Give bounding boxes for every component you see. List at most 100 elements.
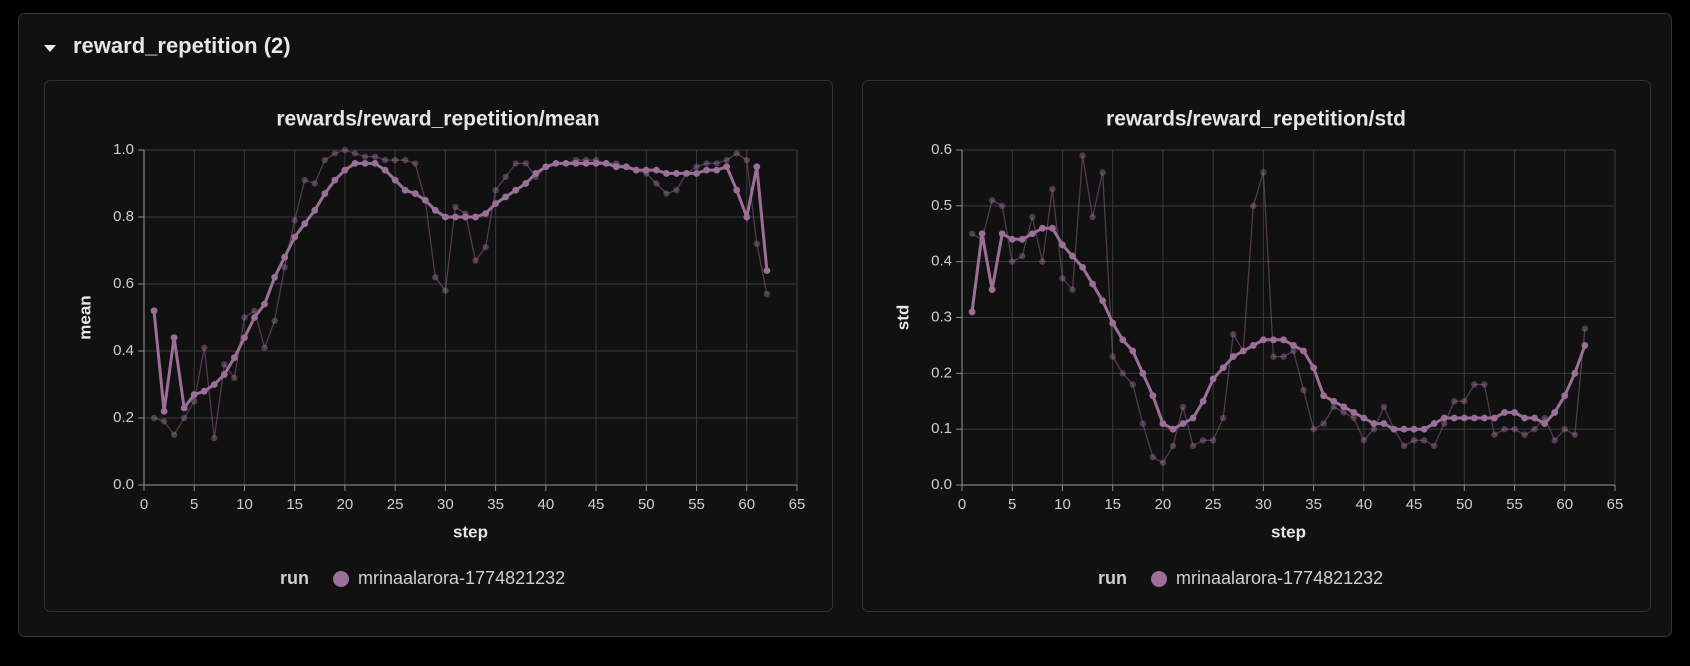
x-tick-label: 40 bbox=[1356, 496, 1373, 513]
smoothed-point bbox=[733, 186, 741, 194]
raw-point bbox=[211, 434, 218, 442]
raw-point bbox=[1451, 398, 1458, 405]
raw-point bbox=[1340, 409, 1347, 416]
smoothed-point bbox=[1149, 392, 1157, 400]
raw-point bbox=[301, 176, 308, 184]
x-tick-label: 55 bbox=[1506, 496, 1523, 513]
raw-point bbox=[753, 240, 761, 247]
smoothed-point bbox=[210, 381, 218, 388]
y-tick-label: 0.4 bbox=[113, 342, 134, 359]
smoothed-point bbox=[753, 163, 761, 171]
raw-point bbox=[361, 153, 369, 160]
raw-point bbox=[221, 361, 228, 368]
raw-line bbox=[971, 155, 1586, 464]
smoothed-point bbox=[1099, 297, 1107, 305]
smoothed-point bbox=[562, 160, 570, 167]
raw-point bbox=[1330, 403, 1337, 411]
raw-point bbox=[502, 173, 509, 180]
smoothed-point bbox=[462, 213, 469, 221]
x-tick-label: 20 bbox=[1155, 496, 1172, 513]
raw-point bbox=[331, 150, 339, 157]
raw-point bbox=[1119, 370, 1126, 377]
x-axis-label: step bbox=[1271, 522, 1306, 541]
smoothed-point bbox=[622, 163, 630, 171]
smoothed-point bbox=[441, 213, 449, 221]
smoothed-point bbox=[150, 307, 158, 315]
smoothed-point bbox=[1320, 392, 1328, 400]
raw-point bbox=[1441, 420, 1448, 427]
raw-point bbox=[1481, 381, 1488, 388]
smoothed-point bbox=[1079, 263, 1086, 271]
raw-point bbox=[703, 160, 710, 167]
smoothed-point bbox=[1541, 420, 1549, 427]
x-tick-label: 25 bbox=[387, 496, 404, 513]
raw-point bbox=[432, 274, 439, 281]
smoothed-point bbox=[291, 233, 299, 241]
raw-point bbox=[391, 156, 399, 164]
smoothed-point bbox=[1370, 420, 1378, 427]
raw-point bbox=[1019, 252, 1026, 260]
raw-point bbox=[1099, 169, 1106, 176]
x-tick-label: 50 bbox=[638, 496, 655, 513]
legend-label: mrinaalarora-1774821232 bbox=[1176, 568, 1383, 588]
raw-point bbox=[653, 180, 660, 187]
smoothed-point bbox=[1350, 409, 1358, 416]
smoothed-point bbox=[1018, 235, 1026, 243]
raw-point bbox=[1129, 381, 1136, 388]
smoothed-point bbox=[612, 163, 620, 171]
smoothed-point bbox=[978, 230, 986, 238]
raw-point bbox=[1551, 437, 1558, 444]
legend-swatch bbox=[333, 571, 349, 587]
smoothed-point bbox=[522, 180, 530, 187]
smoothed-point bbox=[1531, 414, 1539, 422]
x-tick-label: 60 bbox=[1556, 496, 1573, 513]
raw-point bbox=[693, 163, 700, 170]
x-tick-label: 65 bbox=[1607, 496, 1624, 513]
raw-point bbox=[1461, 398, 1468, 405]
raw-point bbox=[1029, 213, 1036, 221]
smoothed-point bbox=[552, 160, 560, 167]
raw-point bbox=[371, 153, 379, 160]
smoothed-point bbox=[331, 176, 339, 184]
smoothed-point bbox=[632, 166, 640, 174]
raw-point bbox=[1220, 414, 1227, 422]
raw-point bbox=[968, 230, 976, 237]
raw-point bbox=[472, 257, 479, 264]
smoothed-point bbox=[1259, 336, 1267, 344]
smoothed-point bbox=[1521, 414, 1528, 422]
x-tick-label: 55 bbox=[688, 496, 705, 513]
raw-point bbox=[1420, 437, 1428, 444]
raw-point bbox=[763, 290, 771, 298]
x-tick-label: 15 bbox=[286, 496, 303, 513]
smoothed-point bbox=[1119, 336, 1127, 344]
raw-point bbox=[231, 374, 238, 381]
smoothed-point bbox=[512, 186, 520, 194]
smoothed-point bbox=[1229, 353, 1237, 360]
smoothed-point bbox=[421, 196, 429, 204]
smoothed-point bbox=[1139, 369, 1147, 377]
x-tick-label: 50 bbox=[1456, 496, 1473, 513]
raw-point bbox=[321, 156, 329, 164]
smoothed-point bbox=[1450, 414, 1458, 422]
raw-point bbox=[1430, 442, 1438, 450]
smoothed-point bbox=[431, 206, 439, 214]
raw-point bbox=[1159, 459, 1167, 466]
x-tick-label: 65 bbox=[789, 496, 806, 513]
section-title[interactable]: reward_repetition (2) bbox=[73, 33, 291, 58]
smoothed-point bbox=[1330, 397, 1338, 405]
collapse-arrow[interactable] bbox=[44, 45, 56, 52]
raw-point bbox=[241, 314, 248, 321]
raw-point bbox=[150, 414, 158, 422]
chart-title: rewards/reward_repetition/std bbox=[1106, 108, 1406, 131]
raw-point bbox=[1571, 431, 1579, 438]
raw-point bbox=[1089, 213, 1096, 221]
raw-point bbox=[412, 160, 419, 167]
smoothed-point bbox=[998, 230, 1006, 238]
y-tick-label: 0.5 bbox=[931, 197, 952, 214]
raw-point bbox=[291, 217, 298, 224]
smoothed-point bbox=[743, 213, 751, 221]
smoothed-point bbox=[1109, 319, 1117, 327]
raw-point bbox=[1049, 185, 1056, 193]
y-tick-label: 1.0 bbox=[113, 141, 134, 158]
x-tick-label: 30 bbox=[437, 496, 454, 513]
